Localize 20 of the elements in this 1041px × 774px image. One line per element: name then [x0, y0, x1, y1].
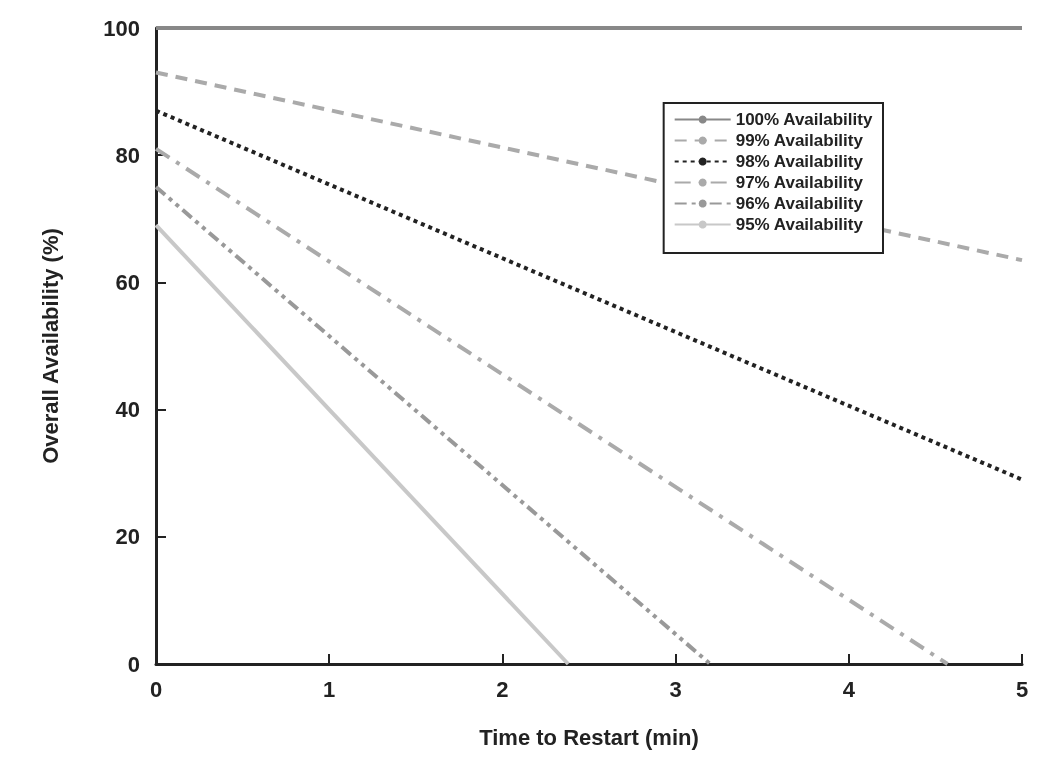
y-tick-label: 0 [127, 651, 140, 677]
legend-label: 97% Availability [735, 173, 864, 192]
legend-label: 96% Availability [735, 194, 864, 213]
legend-label: 99% Availability [735, 131, 864, 150]
y-tick-label: 100 [103, 15, 140, 41]
x-tick-label: 2 [496, 676, 509, 702]
x-tick-label: 5 [1015, 676, 1029, 702]
legend-label: 98% Availability [735, 152, 864, 171]
y-tick-label: 60 [115, 269, 140, 295]
x-tick-label: 3 [669, 676, 682, 702]
y-tick-label: 80 [115, 142, 140, 168]
y-tick-label: 20 [115, 524, 140, 550]
legend-label: 100% Availability [735, 110, 873, 129]
x-tick-label: 0 [149, 676, 163, 702]
x-tick-label: 4 [842, 676, 856, 702]
y-axis-title: Overall Availability (%) [37, 228, 63, 464]
x-axis-title: Time to Restart (min) [479, 724, 699, 750]
legend-label: 95% Availability [735, 215, 864, 234]
x-tick-label: 1 [323, 676, 336, 702]
y-tick-label: 40 [115, 397, 140, 423]
